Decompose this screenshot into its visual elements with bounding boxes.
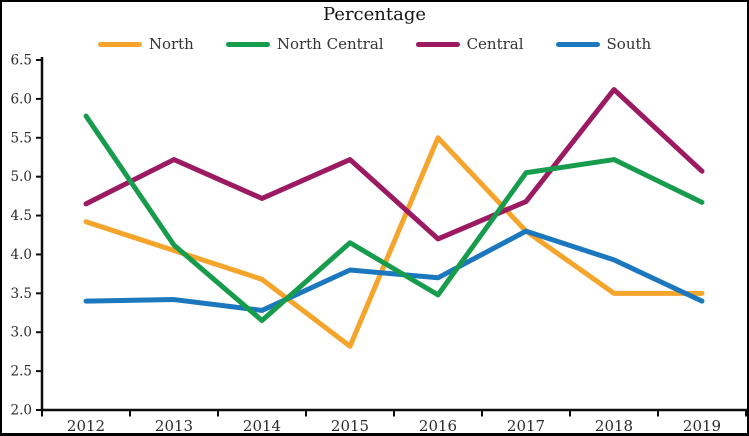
x-tick-label: 2012 xyxy=(67,417,105,433)
legend-item-north: North xyxy=(97,35,194,53)
legend-label-north: North xyxy=(148,35,194,53)
legend-item-north-central: North Central xyxy=(225,35,384,53)
legend-swatch-north xyxy=(97,42,142,47)
series-line-north-central xyxy=(83,113,705,324)
y-tick-label: 5.5 xyxy=(11,130,32,146)
y-tick-label: 2.0 xyxy=(11,403,32,419)
legend-label-north-central: North Central xyxy=(276,35,384,53)
legend-label-south: South xyxy=(606,35,652,53)
y-tick-label: 3.0 xyxy=(11,325,32,341)
series-line-north xyxy=(83,135,705,349)
y-tick-label: 6.0 xyxy=(11,91,32,107)
legend-swatch-central xyxy=(415,42,460,47)
y-tick-label: 2.5 xyxy=(11,364,32,380)
y-tick-label: 4.0 xyxy=(11,247,32,263)
x-tick-label: 2016 xyxy=(419,417,457,433)
x-tick-label: 2018 xyxy=(595,417,633,433)
legend-swatch-south xyxy=(555,42,600,47)
legend-item-south: South xyxy=(555,35,652,53)
series-line-south xyxy=(83,228,705,313)
x-tick-label: 2017 xyxy=(507,417,545,433)
legend-swatch-north-central xyxy=(225,42,270,47)
y-tick-label: 5.0 xyxy=(11,169,32,185)
series-line-central xyxy=(83,87,705,242)
x-tick-label: 2015 xyxy=(331,417,369,433)
y-tick-label: 6.5 xyxy=(11,53,32,69)
x-tick-label: 2014 xyxy=(243,417,281,433)
x-tick-label: 2013 xyxy=(155,417,193,433)
chart-title: Percentage xyxy=(322,4,427,25)
x-tick-label: 2019 xyxy=(683,417,721,433)
y-tick-label: 3.5 xyxy=(11,286,32,302)
y-tick-label: 4.5 xyxy=(11,208,32,224)
legend-label-central: Central xyxy=(466,35,524,53)
legend: North North Central Central South xyxy=(2,37,747,52)
legend-item-central: Central xyxy=(415,35,524,53)
